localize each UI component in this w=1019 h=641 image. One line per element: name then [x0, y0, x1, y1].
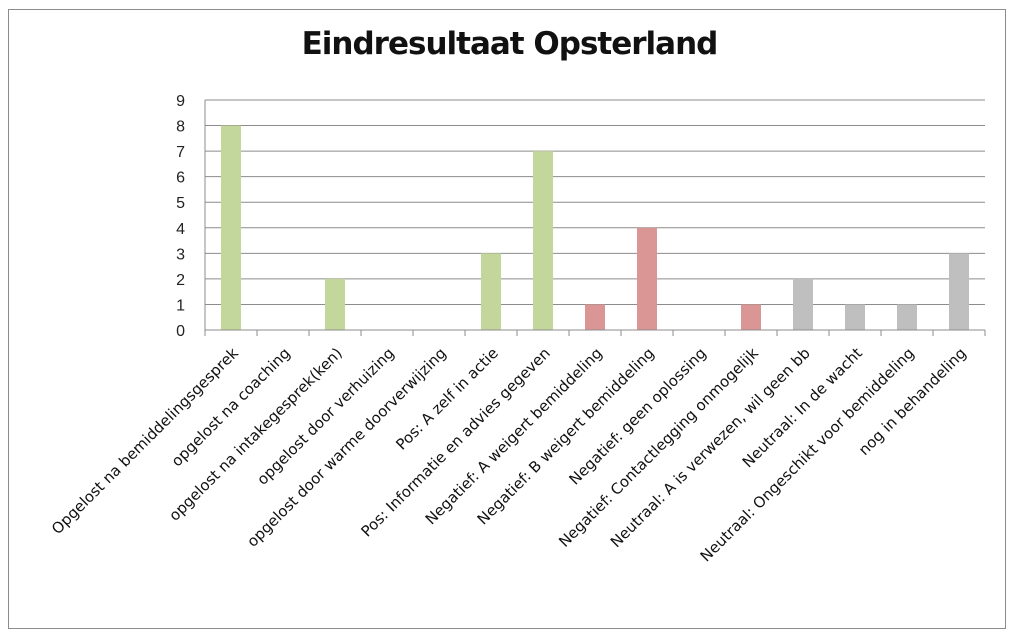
bar — [221, 125, 241, 330]
y-axis-ticks: 0 1 2 3 4 5 6 7 8 9 — [176, 93, 185, 340]
y-tick-label: 9 — [176, 93, 185, 110]
y-tick-label: 8 — [176, 119, 185, 136]
bar — [533, 151, 553, 330]
bars — [221, 125, 969, 330]
bar — [325, 278, 345, 330]
y-tick-label: 7 — [176, 144, 185, 161]
bar — [897, 304, 917, 330]
y-tick-label: 4 — [176, 221, 185, 238]
y-tick-label: 2 — [176, 272, 185, 289]
y-tick-label: 3 — [176, 246, 185, 263]
y-tick-label: 0 — [176, 323, 185, 340]
chart-title: Eindresultaat Opsterland — [301, 26, 719, 62]
x-tick-label: Pos: Informatie en advies gegeven — [357, 344, 553, 540]
x-tick-label: Opgelost na bemiddelingsgesprek — [48, 344, 242, 538]
bar — [637, 227, 657, 330]
bar — [741, 304, 761, 330]
bar — [481, 253, 501, 330]
bar — [793, 278, 813, 330]
y-tick-label: 5 — [176, 195, 185, 212]
x-axis-labels: Opgelost na bemiddelingsgesprekopgelost … — [48, 344, 970, 565]
bar — [585, 304, 605, 330]
gridlines — [205, 99, 985, 305]
y-tick-label: 6 — [176, 170, 185, 187]
bar — [949, 253, 969, 330]
bar — [845, 304, 865, 330]
y-tick-label: 1 — [176, 297, 185, 314]
axes — [204, 100, 986, 336]
chart-frame — [8, 9, 1006, 629]
